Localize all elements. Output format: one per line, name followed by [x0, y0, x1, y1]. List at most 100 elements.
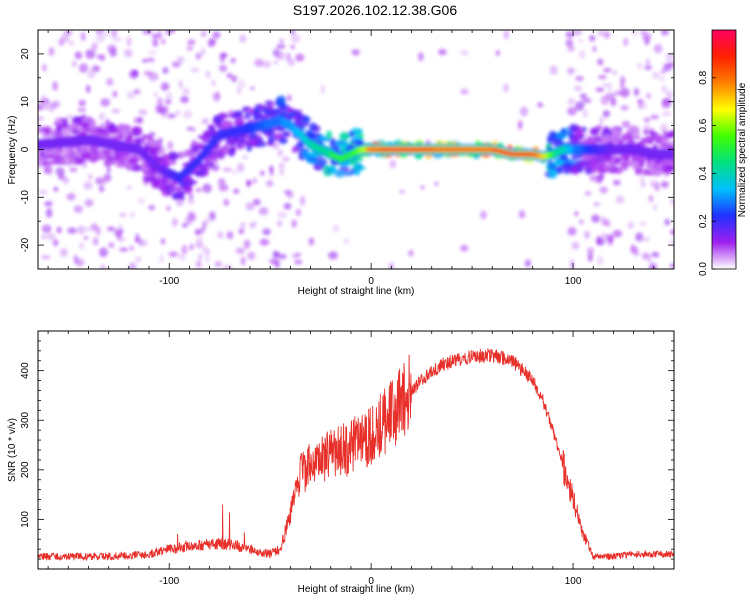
spectrogram-cell — [111, 109, 120, 114]
spectrogram-cell — [264, 100, 274, 107]
spectrogram-cell — [278, 162, 285, 169]
spectrogram-cell — [80, 31, 86, 42]
spectrogram-cell — [200, 48, 205, 56]
spectrogram-cell — [277, 211, 288, 219]
spectrogram-cell — [438, 48, 447, 56]
spectrogram-cell — [242, 155, 248, 160]
spectrogram-cell — [118, 159, 126, 164]
spectrogram-cell — [211, 38, 217, 46]
spectrogram-cell — [615, 157, 621, 162]
spectrogram-cell — [109, 159, 119, 165]
spectrogram-cell — [602, 134, 610, 144]
spectrogram-cell — [172, 186, 183, 192]
spectrogram-cell — [219, 145, 230, 155]
spectrogram-cell — [65, 114, 74, 119]
spectrogram-cell — [420, 185, 425, 190]
spectrogram-cell — [398, 189, 405, 194]
spectrogram-cell — [503, 30, 509, 40]
spectrogram-cell — [225, 136, 234, 146]
y-tick-label: -20 — [20, 237, 31, 252]
spectrogram-cell — [246, 145, 253, 152]
spectrogram-cell — [212, 91, 221, 102]
spectrogram-cell — [162, 67, 169, 74]
spectrogram-cell — [153, 92, 159, 98]
colorbar-tick-label: 0.2 — [698, 214, 709, 228]
spectrogram-cell — [81, 162, 87, 169]
colorbar-label: Normalized spectral amplitude — [737, 82, 748, 217]
y-tick-label: -10 — [20, 190, 31, 205]
spectrogram-cell — [279, 38, 284, 44]
spectrogram-cell — [574, 211, 579, 217]
spectrogram-cell — [549, 65, 558, 75]
spectrogram-cell — [190, 212, 197, 221]
spectrogram-cell — [236, 86, 241, 95]
spectrogram-cell — [237, 143, 243, 148]
spectrogram-cell — [571, 241, 580, 250]
spectrogram-cell — [179, 182, 185, 188]
spectrogram-cell — [74, 51, 82, 60]
spectrogram-cell — [495, 49, 500, 57]
spectrogram-cell — [52, 81, 58, 91]
spectrogram-cell — [290, 34, 301, 44]
spectrogram-cell — [181, 223, 188, 228]
spectrogram-cell — [291, 253, 301, 259]
spectrogram-cell — [660, 181, 669, 188]
spectrogram-cell — [60, 34, 70, 43]
spectrogram-cell — [353, 131, 360, 137]
spectrogram-cell — [123, 48, 133, 58]
spectrogram-cell — [40, 95, 46, 101]
spectrogram-cell — [166, 206, 171, 211]
spectrogram-cell — [195, 52, 202, 60]
spectrogram-cell — [603, 67, 612, 73]
spectrogram-cell — [654, 169, 661, 177]
spectrogram-cell — [344, 238, 349, 244]
spectrogram-cell — [244, 111, 252, 120]
spectrogram-cell — [212, 31, 221, 39]
spectrogram-cell — [198, 253, 203, 261]
spectrogram-cell — [78, 63, 89, 73]
spectrogram-cell — [68, 40, 75, 46]
spectrogram-cell — [640, 182, 646, 188]
spectrogram-cell — [273, 60, 279, 65]
spectrogram-cell — [562, 162, 572, 168]
spectrogram-cell — [100, 264, 106, 269]
spectrogram-cell — [329, 137, 336, 146]
spectrogram-cell — [164, 185, 175, 195]
spectrogram-cell — [122, 131, 128, 140]
spectrogram-cell — [162, 105, 169, 112]
spectrogram-cell — [99, 178, 108, 185]
spectrogram-cell — [107, 123, 116, 133]
spectrogram-cell — [202, 130, 211, 139]
spectrogram-cell — [667, 132, 673, 138]
spectrogram-cell — [277, 149, 284, 157]
spectrogram-cell — [326, 130, 333, 140]
spectrogram-cell — [269, 258, 278, 265]
spectrogram-cell — [259, 238, 270, 246]
spectrogram-cell — [460, 244, 469, 252]
spectrogram-cell — [178, 79, 183, 90]
spectrogram-cells — [38, 30, 674, 269]
spectrogram-cell — [262, 228, 271, 236]
spectrogram-cell — [296, 114, 306, 119]
spectrogram-cell — [85, 84, 91, 94]
snr-background — [38, 331, 674, 569]
spectrogram-cell — [58, 132, 65, 139]
spectrogram-ridge-cell — [428, 148, 433, 151]
spectrogram-cell — [598, 74, 607, 80]
spectrogram-cell — [113, 228, 123, 237]
spectrogram-cell — [159, 254, 164, 263]
spectrogram-cell — [389, 159, 397, 169]
spectrogram-cell — [567, 45, 575, 52]
spectrogram-cell — [596, 235, 602, 245]
spectrogram-cell — [146, 57, 155, 63]
spectrogram-cell — [45, 207, 53, 218]
spectrogram-cell — [276, 44, 286, 49]
spectrogram-cell — [156, 97, 164, 106]
spectrogram-cell — [649, 130, 655, 135]
spectrogram-cell — [633, 87, 640, 97]
spectrogram-cell — [112, 90, 118, 98]
spectrogram-cell — [171, 61, 181, 68]
spectrogram-cell — [258, 207, 269, 216]
spectrogram-cell — [204, 217, 211, 225]
spectrogram-cell — [661, 111, 672, 117]
